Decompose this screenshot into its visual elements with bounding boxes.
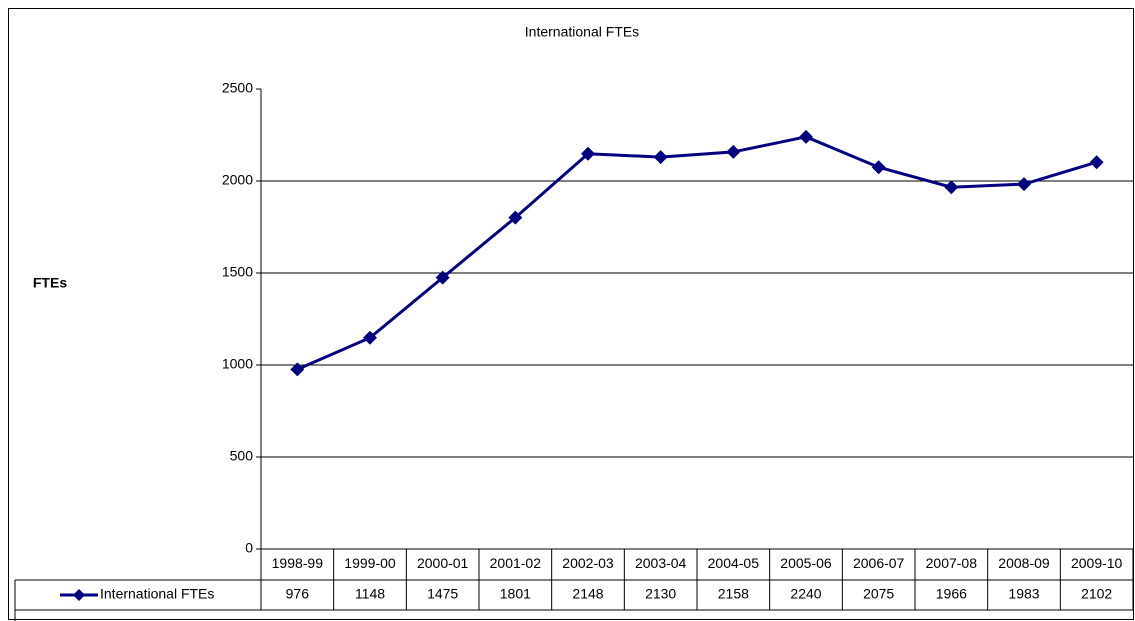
marker — [944, 180, 959, 195]
marker — [1017, 177, 1031, 192]
chart-border — [8, 8, 1134, 620]
legend-label: International FTEs — [100, 586, 214, 602]
y-tick-label: 0 — [245, 540, 253, 556]
marker — [290, 362, 305, 377]
y-tick-label: 2500 — [222, 80, 253, 96]
marker — [726, 144, 741, 159]
x-tick-label: 2007-08 — [926, 555, 978, 571]
x-tick-label: 2001-02 — [490, 555, 542, 571]
y-tick-label: 500 — [230, 448, 254, 464]
x-tick-label: 2003-04 — [635, 555, 687, 571]
marker — [581, 146, 595, 161]
table-value: 1475 — [427, 586, 458, 602]
table-value: 2130 — [645, 586, 676, 602]
marker — [508, 210, 523, 225]
marker — [435, 270, 450, 285]
table-value: 2148 — [572, 586, 603, 602]
marker — [799, 129, 813, 144]
table-value: 1966 — [936, 586, 967, 602]
marker — [653, 150, 668, 165]
marker — [1089, 155, 1104, 170]
x-tick-label: 2005-06 — [780, 555, 832, 571]
x-tick-label: 2002-03 — [562, 555, 614, 571]
series-line — [296, 135, 1098, 371]
y-tick-label: 1500 — [222, 264, 253, 280]
table-value: 1983 — [1008, 586, 1039, 602]
table-value: 1148 — [355, 586, 385, 602]
y-tick-label: 1000 — [222, 356, 253, 372]
x-tick-label: 1998-99 — [272, 555, 324, 571]
y-axis-label: FTEs — [33, 275, 67, 291]
table-value: 976 — [286, 586, 310, 602]
marker — [363, 330, 377, 345]
legend-marker — [73, 589, 85, 601]
x-tick-label: 2009-10 — [1071, 555, 1123, 571]
x-tick-label: 2006-07 — [853, 555, 905, 571]
x-tick-label: 2000-01 — [417, 555, 469, 571]
x-tick-label: 2004-05 — [708, 555, 760, 571]
marker — [871, 160, 886, 175]
x-tick-label: 1999-00 — [344, 555, 396, 571]
table-value: 2240 — [790, 586, 821, 602]
table-value: 2075 — [863, 586, 894, 602]
x-tick-label: 2008-09 — [998, 555, 1050, 571]
table-value: 2102 — [1081, 586, 1112, 602]
table-value: 2158 — [718, 586, 749, 602]
chart-title: International FTEs — [525, 24, 639, 40]
y-tick-label: 2000 — [222, 172, 253, 188]
table-value: 1801 — [500, 586, 531, 602]
